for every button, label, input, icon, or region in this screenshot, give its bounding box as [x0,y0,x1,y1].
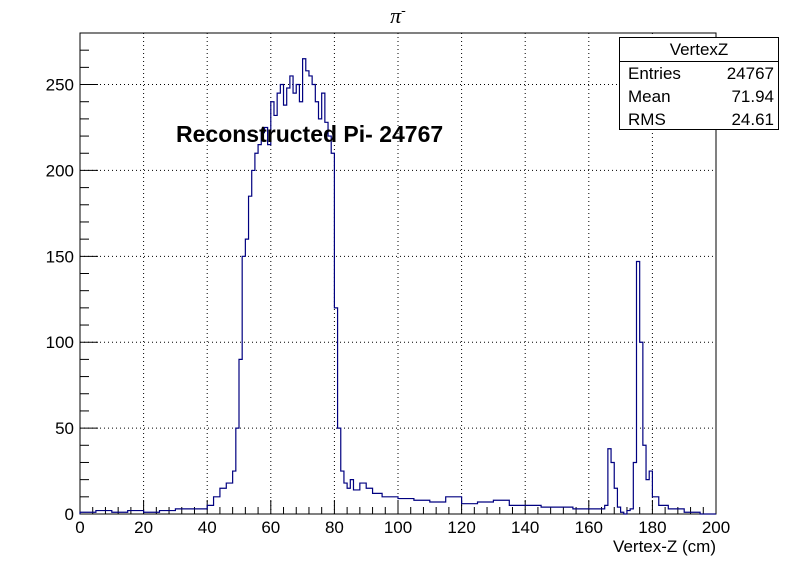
histogram-bin [226,483,232,514]
histogram-bin [446,497,462,514]
x-tick-label: 160 [575,518,603,537]
x-tick-label: 100 [384,518,412,537]
x-tick-label: 200 [702,518,730,537]
x-tick-label: 0 [75,518,84,537]
histogram-bin [322,93,325,514]
histogram-bin [280,85,283,514]
chart-title-superscript: - [401,3,406,19]
histogram-bin [328,136,331,514]
histogram-bin [398,499,414,514]
y-tick-label: 100 [46,333,74,352]
histogram-bin [525,505,541,514]
histogram-bin [325,122,328,514]
histogram-bin [264,127,267,514]
y-tick-label: 250 [46,76,74,95]
histogram-step-line [79,58,716,515]
histogram-bin [249,196,252,514]
histogram-bin [353,490,359,514]
histogram-bin [284,105,287,514]
histogram-bin [573,509,589,514]
x-tick-label: 180 [638,518,666,537]
histogram-bin [659,505,669,514]
histogram-bin [557,507,573,514]
histogram-bin [220,488,226,514]
histogram-bin [191,509,207,514]
y-tick-label: 0 [65,505,74,524]
y-tick-label: 50 [55,419,74,438]
histogram-bin [373,493,383,514]
x-tick-label: 140 [511,518,539,537]
histogram-bin [668,509,684,514]
x-axis-label: Vertex-Z (cm) [613,537,716,556]
stats-label: Entries [628,64,681,83]
histogram-bin [274,115,277,514]
y-tick-labels: 0 50 100 150 200 250 [46,76,74,524]
histogram-bin [430,502,446,514]
histogram-bin [175,509,191,514]
histogram-bin [299,102,302,514]
histogram-bin [509,505,525,514]
stats-value: 71.94 [731,87,774,106]
histogram-bin [214,497,220,514]
histogram-bin [360,483,366,514]
x-tick-label: 120 [447,518,475,537]
x-tick-label: 80 [325,518,344,537]
stats-label: RMS [628,110,666,129]
histogram-bin [646,480,649,514]
stats-value: 24767 [726,64,774,83]
x-tick-label: 60 [261,518,280,537]
histogram-bin [207,505,213,514]
histogram-bin [255,153,258,514]
stats-row-rms: RMS 24.61 [620,108,778,131]
histogram-bin [261,133,264,514]
histogram-bin [589,509,605,514]
stats-row-mean: Mean 71.94 [620,85,778,108]
histogram-bin [258,145,261,514]
x-tick-label: 40 [198,518,217,537]
histogram-bin [414,500,430,514]
histogram-bin [366,488,372,514]
histogram-series [79,58,716,515]
stats-row-entries: Entries 24767 [620,62,778,85]
histogram-bin [541,507,557,514]
histogram-bin [312,85,315,514]
histogram-bin [293,93,296,514]
histogram-bin [277,93,280,514]
x-tick-label: 20 [134,518,153,537]
histogram-bin [462,504,478,514]
reconstructed-annotation: Reconstructed Pi- 24767 [176,121,444,147]
y-tick-label: 150 [46,247,74,266]
histogram-bin [652,497,658,514]
histogram-bin [493,500,509,514]
stats-title: VertexZ [620,38,778,62]
histogram-bin [382,497,398,514]
histogram-bin [271,102,274,514]
histogram-bin [478,502,494,514]
x-tick-labels: 0 20 40 60 80 100 120 140 160 180 200 [75,518,730,537]
stats-value: 24.61 [731,110,774,129]
histogram-bin [296,85,299,514]
y-tick-label: 200 [46,161,74,180]
stats-label: Mean [628,87,671,106]
histogram-bin [315,102,318,514]
chart-title: π- [0,3,796,29]
histogram-bin [287,88,290,514]
histogram-bin [319,119,322,514]
histogram-bin [245,239,248,514]
stats-box: VertexZ Entries 24767 Mean 71.94 RMS 24.… [619,37,779,130]
chart-title-text: π [390,3,402,28]
